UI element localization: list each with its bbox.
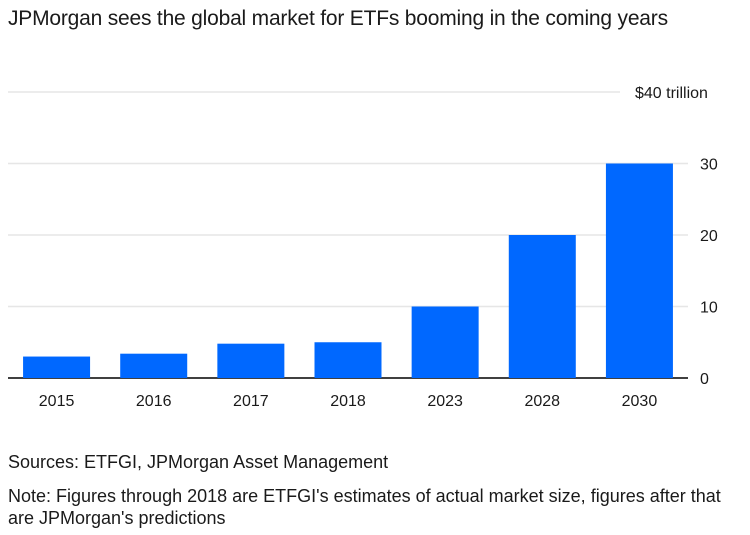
x-tick-label: 2018: [330, 393, 366, 410]
bar: [314, 342, 382, 378]
x-tick-label: 2030: [622, 393, 658, 410]
bar: [120, 353, 188, 378]
y-tick-label: $40 trillion: [635, 85, 708, 102]
bar-chart: 2015 2016 2017 2018 2023 2028 2030 0102030$40 …: [8, 85, 718, 410]
y-tick-label: 30: [700, 157, 718, 174]
note-text: Note: Figures through 2018 are ETFGI's e…: [8, 486, 721, 528]
bars: [23, 163, 673, 378]
sources-text: Sources: ETFGI, JPMorgan Asset Managemen…: [8, 452, 389, 472]
bar: [411, 306, 479, 378]
chart-title: JPMorgan sees the global market for ETFs…: [8, 7, 668, 30]
y-tick-label: 0: [700, 371, 709, 388]
bar: [217, 343, 285, 378]
gridlines: [8, 91, 688, 379]
x-tick-label: 2017: [233, 393, 269, 410]
x-tick-label: 2023: [427, 393, 463, 410]
x-tick-label: 2016: [136, 393, 172, 410]
y-tick-label: 20: [700, 228, 718, 245]
bar: [23, 356, 91, 378]
bar: [508, 235, 576, 378]
bar: [605, 163, 673, 378]
x-axis-labels: 2015 2016 2017 2018 2023 2028 2030: [39, 393, 658, 410]
y-axis-labels: 0 10 20 30 $40 trillion: [635, 85, 718, 388]
y-tick-label: 10: [700, 300, 718, 317]
x-tick-label: 2015: [39, 393, 75, 410]
x-tick-label: 2028: [524, 393, 560, 410]
